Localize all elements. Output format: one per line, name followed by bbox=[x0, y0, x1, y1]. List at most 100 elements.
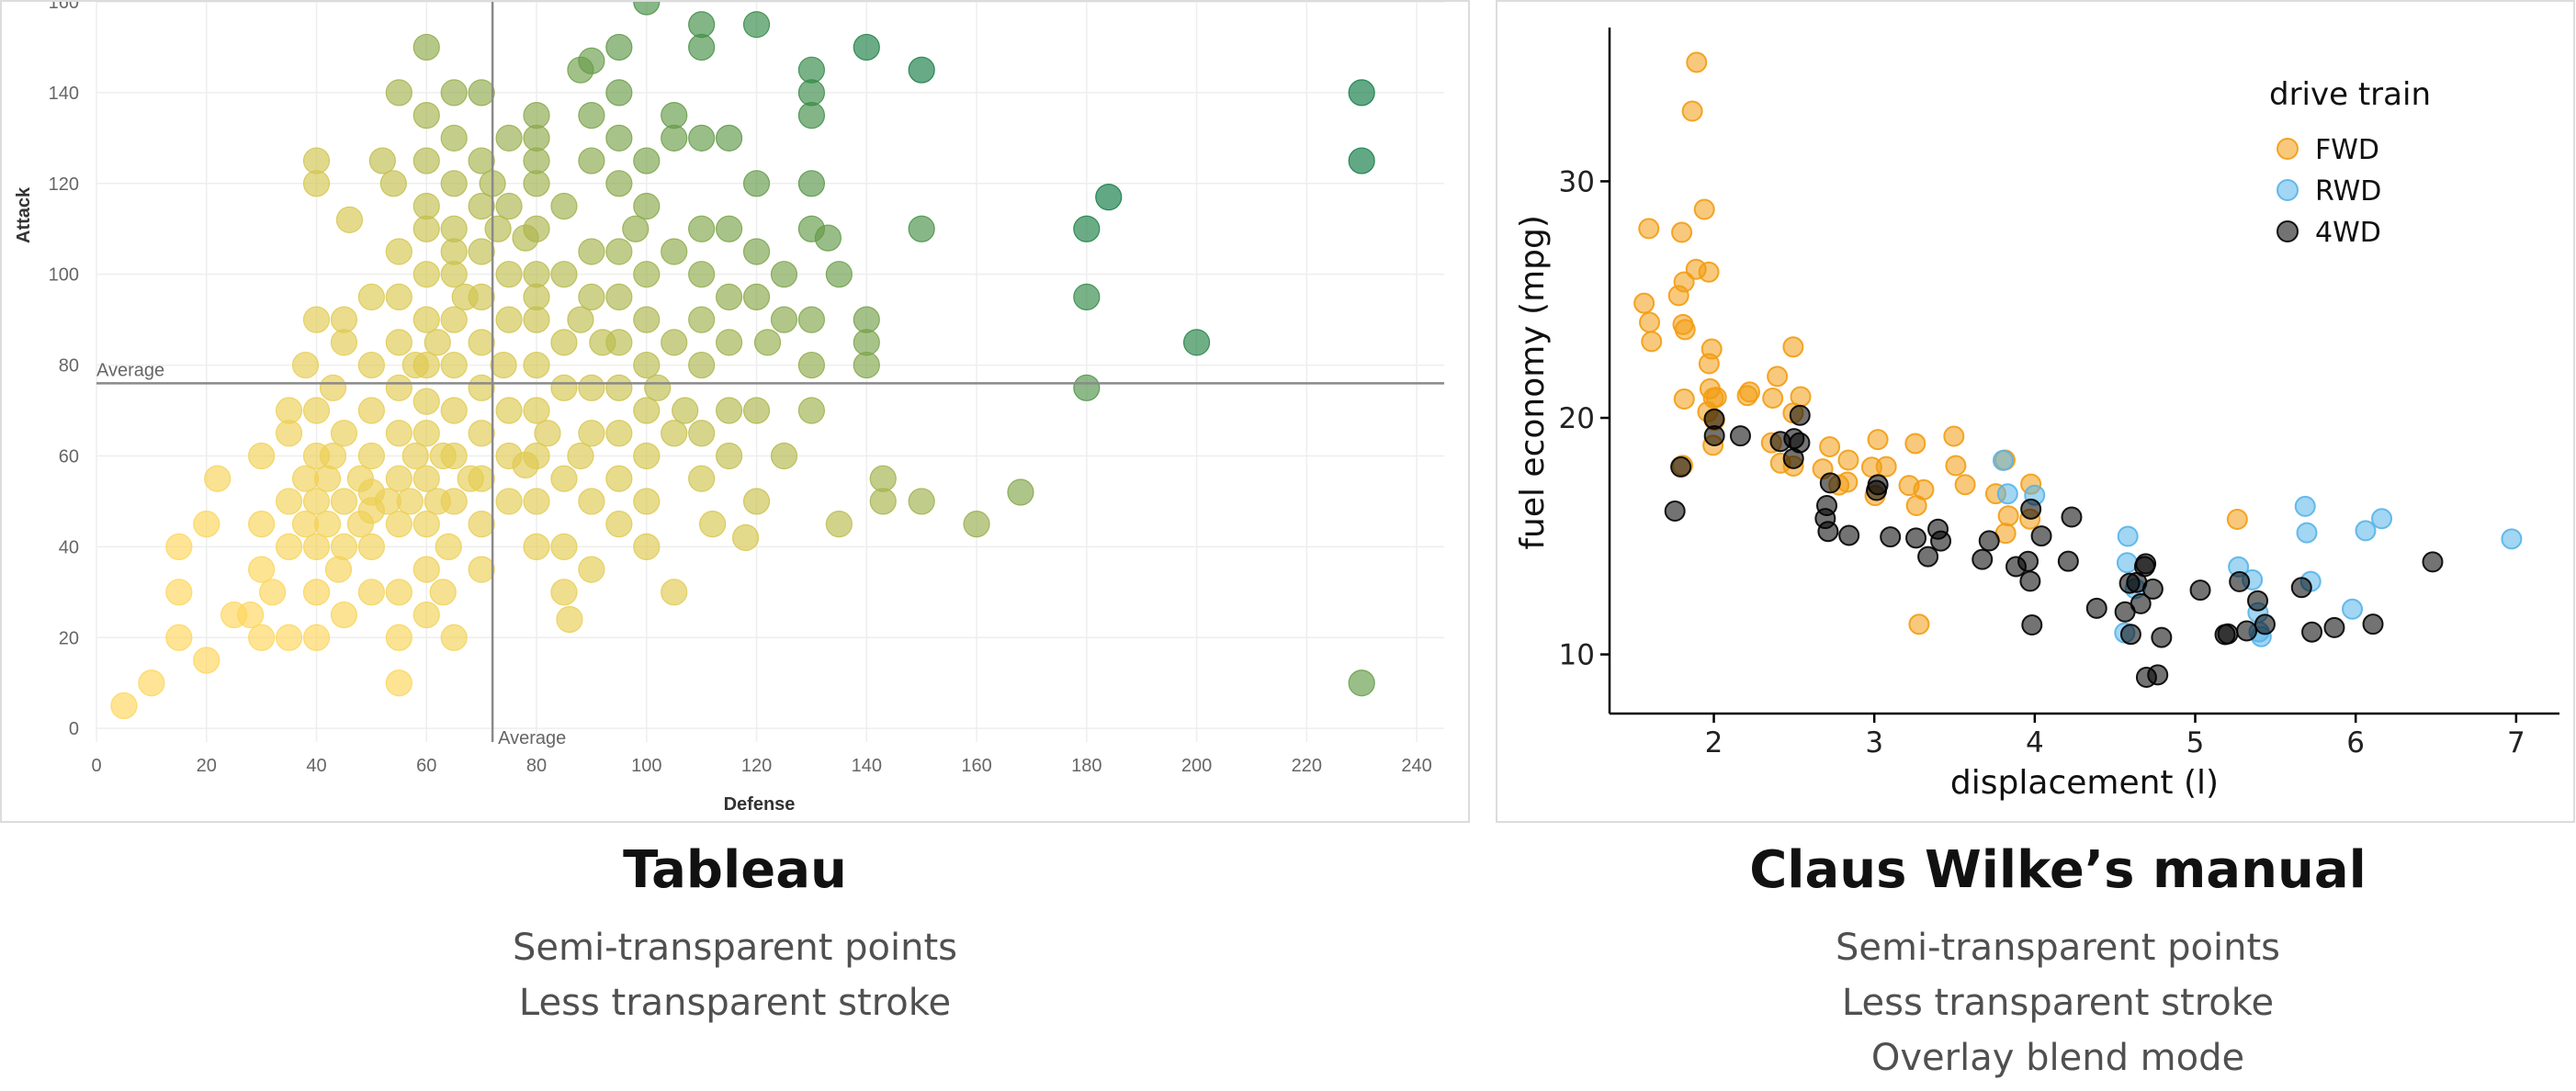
wilke-data-point-fwd bbox=[1945, 455, 1967, 477]
tableau-data-point bbox=[661, 579, 688, 606]
wilke-data-point-4wd bbox=[1867, 474, 1889, 496]
tableau-data-point bbox=[495, 192, 523, 220]
tableau-data-point bbox=[248, 556, 276, 583]
tableau-data-point bbox=[661, 329, 688, 356]
wilke-data-point-4wd bbox=[2017, 550, 2039, 572]
wilke-data-point-fwd bbox=[1673, 271, 1695, 293]
tableau-data-point bbox=[385, 420, 412, 447]
tableau-scatter-chart: 0 20 40 60 80 100 120 140 160 180 200 220 240 0 20 40 60… bbox=[14, 2, 1444, 815]
wilke-data-point-4wd bbox=[2019, 570, 2041, 592]
wilke-data-point-fwd bbox=[1905, 494, 1927, 516]
tableau-data-point bbox=[523, 124, 550, 152]
tableau-data-point bbox=[534, 420, 561, 447]
tableau-data-point bbox=[633, 147, 661, 174]
tableau-data-point bbox=[424, 329, 451, 356]
wilke-data-point-4wd bbox=[1664, 501, 1686, 523]
tableau-x-tick-label: 100 bbox=[631, 756, 661, 776]
wilke-data-point-rwd bbox=[2355, 520, 2377, 542]
wilke-data-point-4wd bbox=[2057, 550, 2079, 572]
wilke-data-point-4wd bbox=[1880, 526, 1902, 548]
tableau-data-point bbox=[275, 488, 303, 515]
wilke-data-point-fwd bbox=[1681, 100, 1703, 122]
tableau-data-point bbox=[468, 329, 495, 356]
wilke-data-point-rwd bbox=[2116, 552, 2138, 574]
tableau-y-tick-label: 60 bbox=[59, 446, 79, 467]
tableau-data-point bbox=[661, 238, 688, 265]
tableau-data-point bbox=[110, 692, 138, 720]
tableau-data-point bbox=[401, 442, 429, 470]
tableau-data-point bbox=[440, 238, 468, 265]
tableau-data-point bbox=[742, 488, 771, 515]
wilke-data-point-rwd bbox=[2296, 522, 2318, 544]
tableau-data-point bbox=[385, 624, 412, 651]
wilke-data-point-fwd bbox=[1767, 366, 1789, 388]
tableau-data-point bbox=[490, 351, 517, 379]
tableau-data-point bbox=[797, 351, 826, 379]
tableau-data-point bbox=[495, 488, 523, 515]
tableau-data-point bbox=[138, 669, 165, 697]
tableau-data-point bbox=[797, 102, 826, 129]
tableau-data-point bbox=[429, 579, 457, 606]
wilke-y-tick-label: 10 bbox=[1559, 639, 1595, 672]
wilke-data-point-fwd bbox=[1762, 388, 1784, 410]
wilke-legend: drive train FWD RWD 4WD bbox=[2269, 76, 2431, 249]
tableau-data-point bbox=[259, 579, 287, 606]
wilke-data-point-4wd bbox=[1978, 530, 2000, 552]
tableau-data-point bbox=[440, 351, 468, 379]
tableau-data-point bbox=[742, 397, 771, 424]
tableau-x-tick-label: 200 bbox=[1181, 756, 1212, 776]
tableau-data-point bbox=[578, 556, 605, 583]
wilke-data-point-fwd bbox=[1673, 388, 1695, 411]
wilke-data-point-4wd bbox=[2151, 626, 2173, 648]
tableau-data-point bbox=[275, 397, 303, 424]
tableau-data-point bbox=[523, 533, 550, 560]
wilke-legend-label-4wd: 4WD bbox=[2315, 217, 2381, 249]
tableau-y-tick-label: 100 bbox=[49, 265, 79, 286]
tableau-data-point bbox=[335, 206, 364, 233]
wilke-data-point-4wd bbox=[2236, 620, 2258, 642]
tableau-data-point bbox=[550, 192, 578, 220]
tableau-data-point bbox=[302, 147, 331, 174]
tableau-data-point bbox=[672, 397, 699, 424]
tableau-y-tick-label: 140 bbox=[49, 84, 79, 104]
tableau-caption-line-2: Less transparent stroke bbox=[518, 982, 952, 1024]
tableau-data-point bbox=[578, 420, 605, 447]
tableau-data-point bbox=[715, 329, 743, 356]
tableau-data-point bbox=[1073, 374, 1101, 401]
tableau-data-point bbox=[1348, 79, 1375, 107]
wilke-data-point-fwd bbox=[1875, 456, 1897, 478]
wilke-data-point-4wd bbox=[2147, 664, 2169, 686]
tableau-y-tick-label: 120 bbox=[49, 174, 79, 195]
wilke-data-point-fwd bbox=[1739, 381, 1761, 403]
tableau-data-point bbox=[661, 420, 688, 447]
tableau-data-point bbox=[715, 397, 743, 424]
tableau-data-point bbox=[853, 329, 880, 356]
tableau-data-point bbox=[523, 442, 550, 470]
tableau-data-point bbox=[1095, 184, 1123, 211]
wilke-legend-title: drive train bbox=[2269, 76, 2431, 113]
tableau-average-vline-label: Average bbox=[498, 728, 566, 748]
tableau-data-point bbox=[550, 329, 578, 356]
tableau-data-point bbox=[963, 511, 990, 538]
tableau-data-point bbox=[330, 601, 358, 629]
tableau-data-point bbox=[605, 33, 633, 62]
tableau-data-point bbox=[550, 465, 578, 492]
tableau-data-point bbox=[440, 306, 468, 333]
tableau-data-point bbox=[468, 556, 495, 583]
wilke-y-axis-label: fuel economy (mpg) bbox=[1514, 215, 1552, 550]
tableau-data-point bbox=[1348, 147, 1375, 174]
tableau-data-point bbox=[385, 238, 412, 265]
tableau-data-point bbox=[357, 579, 385, 606]
wilke-data-point-4wd bbox=[2021, 614, 2043, 636]
tableau-data-point bbox=[495, 261, 523, 288]
tableau-data-point bbox=[313, 511, 342, 538]
tableau-data-point bbox=[578, 102, 605, 129]
wilke-data-point-4wd bbox=[1917, 546, 1939, 568]
tableau-data-point bbox=[742, 283, 771, 311]
tableau-data-point bbox=[550, 579, 578, 606]
wilke-caption-line-1: Semi-transparent points bbox=[1835, 927, 2281, 969]
tableau-chart-panel: 0 20 40 60 80 100 120 140 160 180 200 220 240 0 20 40 60… bbox=[0, 0, 1470, 823]
tableau-data-point bbox=[385, 669, 412, 697]
wilke-data-point-4wd bbox=[2362, 613, 2384, 635]
tableau-data-point bbox=[385, 579, 412, 606]
